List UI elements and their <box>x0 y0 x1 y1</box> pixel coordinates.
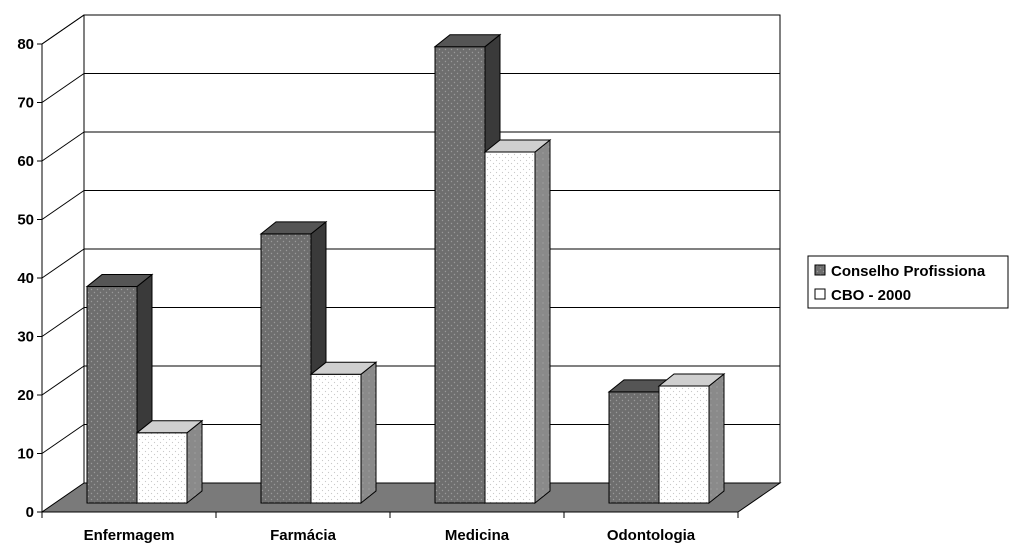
legend-label-conselho: Conselho Profissiona <box>831 263 986 280</box>
y-tick-label: 40 <box>17 270 34 287</box>
bar-front <box>310 373 362 504</box>
bar-top <box>657 373 726 387</box>
y-tick-label: 50 <box>17 212 34 229</box>
y-tick-label: 0 <box>26 504 34 521</box>
bar-side <box>534 138 551 505</box>
bar-side <box>708 372 725 505</box>
bar-front <box>86 286 138 504</box>
x-tick-labels: Enfermagem Farmácia Medicina Odontologia <box>41 512 739 544</box>
side-gridline <box>41 131 85 162</box>
bar-top <box>433 34 502 48</box>
x-tick-label: Odontologia <box>607 527 696 544</box>
bar-front <box>658 385 710 504</box>
y-tick-label: 70 <box>17 95 34 112</box>
bar-top <box>85 274 154 288</box>
bar-top <box>483 139 552 153</box>
y-tick-labels: 0 10 20 30 40 50 60 70 80 <box>17 36 42 521</box>
x-tick-label: Medicina <box>445 527 510 544</box>
y-tick-label: 60 <box>17 153 34 170</box>
y-tick-label: 20 <box>17 387 34 404</box>
legend: Conselho Profissiona CBO - 2000 <box>807 255 1009 309</box>
bar-top <box>309 361 378 375</box>
bar-front <box>484 151 536 504</box>
bar-side <box>186 419 203 505</box>
bar-front <box>136 432 188 504</box>
y-tick-label: 30 <box>17 329 34 346</box>
side-gridline <box>41 307 85 337</box>
bar-front <box>608 391 660 504</box>
bar-side <box>360 361 377 505</box>
bar-front <box>434 46 486 504</box>
side-gridline <box>41 424 85 454</box>
legend-box <box>807 255 1009 309</box>
bar-front <box>260 233 312 504</box>
side-gridline <box>41 14 85 45</box>
legend-swatch-conselho <box>814 264 826 276</box>
side-gridline <box>41 190 85 220</box>
side-gridline <box>41 73 85 103</box>
bars <box>85 33 726 505</box>
y-tick-label: 80 <box>17 36 34 53</box>
bar-top <box>135 420 204 434</box>
legend-label-cbo: CBO - 2000 <box>831 287 911 304</box>
x-tick-label: Enfermagem <box>84 527 175 544</box>
x-tick-label: Farmácia <box>270 527 337 544</box>
bar-top <box>259 221 328 235</box>
legend-swatch-cbo <box>814 288 826 300</box>
side-gridline <box>41 365 85 396</box>
side-gridline <box>41 248 85 279</box>
y-tick-label: 10 <box>17 446 34 463</box>
